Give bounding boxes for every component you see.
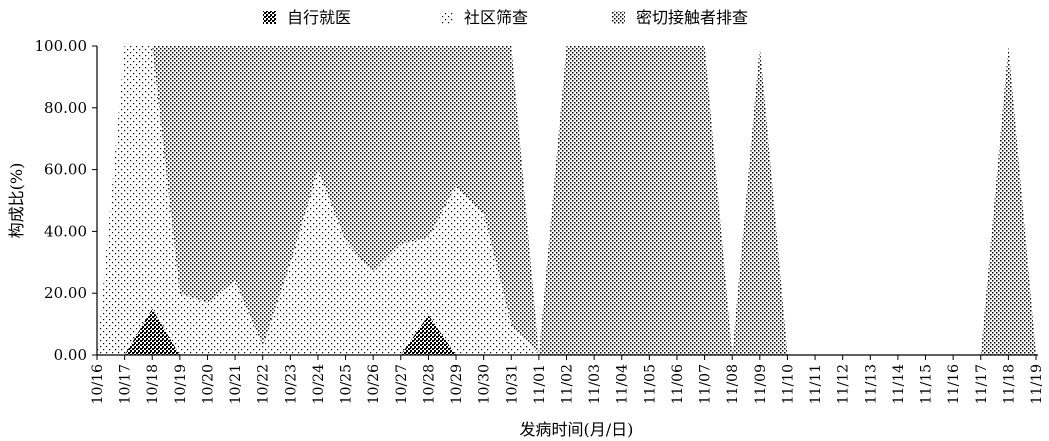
- x-tick-label: 10/24: [311, 364, 327, 404]
- y-tick-label: 0.00: [54, 346, 87, 364]
- x-tick-label: 10/26: [366, 364, 382, 404]
- legend-label-0: 自行就医: [287, 8, 351, 27]
- x-tick-label: 11/19: [1029, 364, 1045, 404]
- x-tick-label: 10/22: [256, 364, 272, 404]
- x-tick-label: 10/19: [173, 364, 189, 404]
- y-tick-label: 20.00: [44, 284, 87, 302]
- legend: 自行就医 社区筛查 密切接触者排查: [263, 8, 748, 27]
- x-tick-label: 11/11: [808, 364, 824, 404]
- x-tick-label: 11/09: [753, 364, 769, 404]
- x-tick-label: 11/10: [780, 364, 796, 404]
- y-tick-label: 100.00: [35, 37, 88, 55]
- legend-swatch-0: [263, 11, 276, 24]
- x-tick-label: 10/31: [504, 364, 520, 404]
- x-tick-label: 11/15: [919, 364, 935, 404]
- x-tick-label: 11/06: [670, 364, 686, 404]
- x-tick-label: 10/23: [283, 364, 299, 404]
- x-tick-label: 11/03: [587, 364, 603, 404]
- x-tick-label: 11/02: [560, 364, 576, 404]
- y-axis-label: 构成比(%): [7, 163, 26, 239]
- x-tick-label: 10/20: [200, 364, 216, 404]
- x-tick-label: 11/07: [698, 364, 714, 404]
- x-tick-label: 10/29: [449, 364, 465, 404]
- x-tick-label: 11/12: [836, 364, 852, 404]
- legend-label-1: 社区筛查: [464, 8, 528, 27]
- series-area-2: [97, 46, 1036, 355]
- x-tick-label: 11/05: [642, 364, 658, 404]
- x-tick-label: 11/14: [891, 364, 907, 404]
- y-tick-label: 60.00: [44, 161, 87, 179]
- legend-label-2: 密切接触者排查: [636, 8, 748, 27]
- y-tick-label: 40.00: [44, 222, 87, 240]
- x-tick-label: 10/27: [394, 364, 410, 404]
- x-tick-label: 10/17: [118, 364, 134, 404]
- x-tick-label: 10/21: [228, 364, 244, 404]
- legend-swatch-1: [440, 11, 453, 24]
- x-tick-label: 11/13: [863, 364, 879, 404]
- x-axis-label: 发病时间(月/日): [520, 420, 634, 439]
- x-tick-label: 10/25: [339, 364, 355, 404]
- x-tick-label: 11/18: [1001, 364, 1017, 404]
- x-tick-label: 10/28: [421, 364, 437, 404]
- y-tick-label: 80.00: [44, 99, 87, 117]
- x-tick-label: 11/04: [615, 364, 631, 404]
- x-tick-label: 10/18: [145, 364, 161, 404]
- x-tick-label: 11/08: [725, 364, 741, 404]
- axes: 0.00 20.00 40.00 60.00 80.00 100.00 10/16 10/17…: [7, 37, 1045, 439]
- x-tick-label: 11/01: [532, 364, 548, 404]
- x-tick-label: 11/16: [946, 364, 962, 404]
- legend-swatch-2: [612, 11, 625, 24]
- plot-areas: [97, 46, 1036, 355]
- x-tick-label: 10/30: [477, 364, 493, 404]
- series-area-1: [97, 46, 1036, 355]
- x-tick-label: 10/16: [90, 364, 106, 404]
- x-tick-label: 11/17: [974, 364, 990, 404]
